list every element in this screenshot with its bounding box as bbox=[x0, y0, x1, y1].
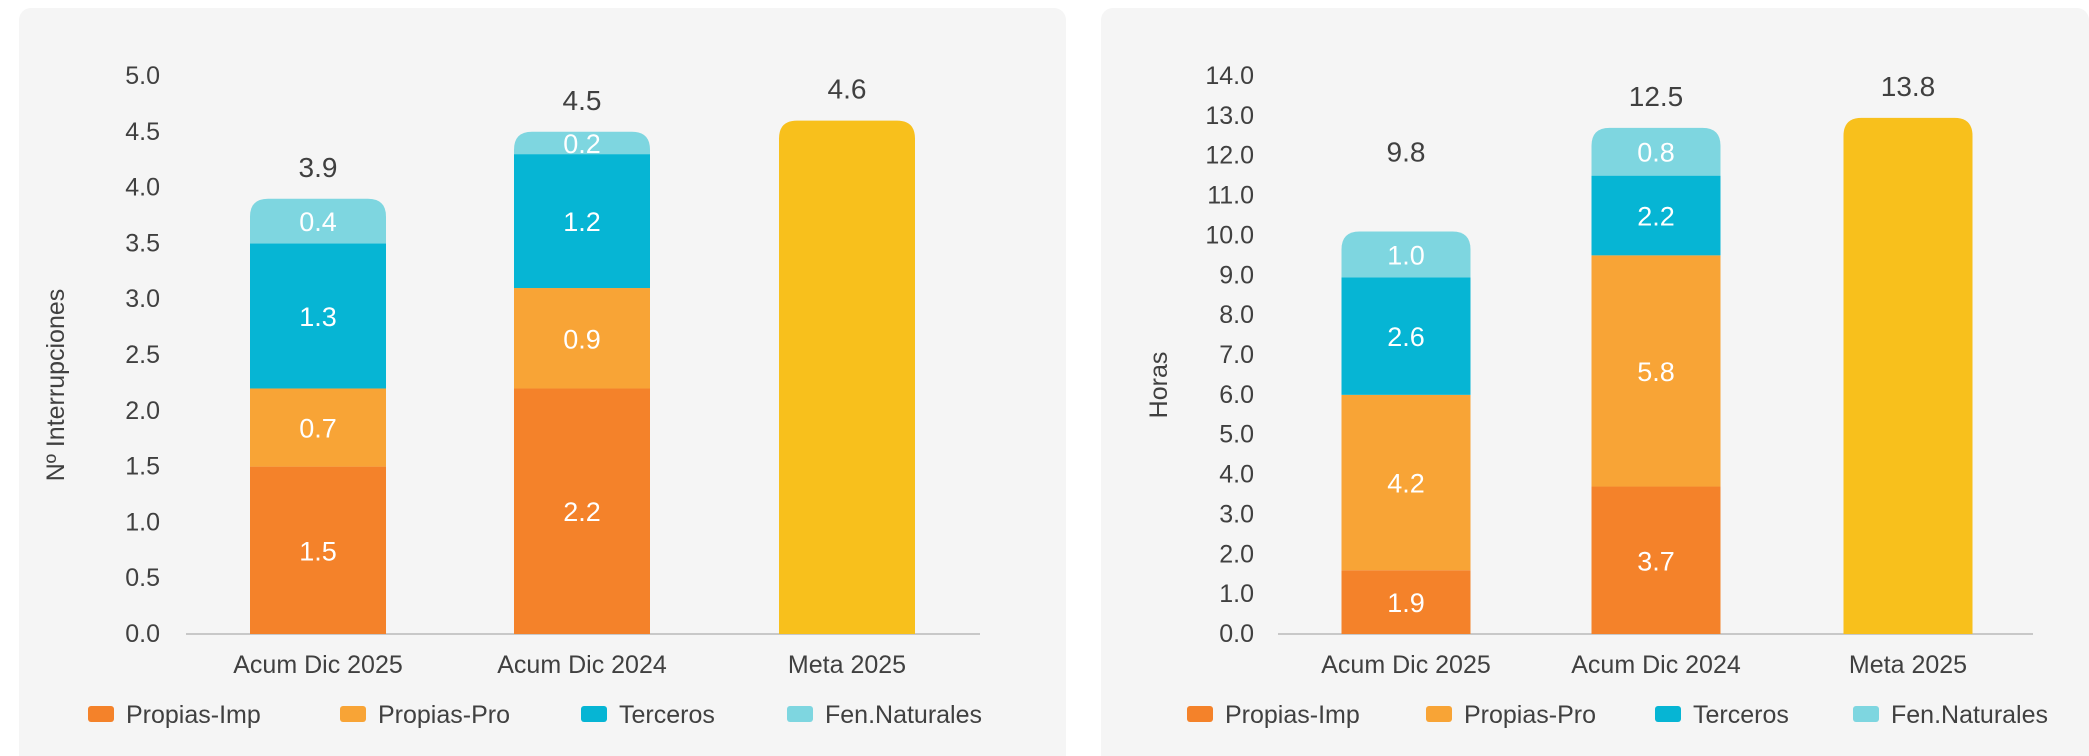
bar-segment bbox=[1341, 394, 1471, 571]
y-tick-label: 1.0 bbox=[125, 508, 160, 536]
segment-data-label: 0.8 bbox=[1637, 138, 1675, 168]
segment-data-label: 1.2 bbox=[563, 207, 601, 237]
x-category-label: Meta 2025 bbox=[788, 651, 906, 679]
total-data-label: 13.8 bbox=[1881, 71, 1936, 102]
y-tick-label: 1.0 bbox=[1219, 580, 1254, 608]
y-tick-label: 2.5 bbox=[125, 341, 160, 369]
y-tick-label: 5.0 bbox=[1219, 421, 1254, 449]
x-category-label: Acum Dic 2024 bbox=[1571, 651, 1741, 679]
y-tick-label: 2.0 bbox=[1219, 540, 1254, 568]
legend-label: Propias-Pro bbox=[1464, 701, 1596, 729]
y-tick-label: 0.0 bbox=[125, 620, 160, 648]
y-tick-label: 3.0 bbox=[125, 285, 160, 313]
y-tick-label: 3.0 bbox=[1219, 500, 1254, 528]
legend-swatch bbox=[88, 706, 114, 722]
y-tick-label: 3.5 bbox=[125, 229, 160, 257]
segment-data-label: 3.7 bbox=[1637, 546, 1675, 576]
x-category-label: Acum Dic 2025 bbox=[233, 651, 403, 679]
bar-segment bbox=[1591, 255, 1721, 487]
segment-data-label: 2.2 bbox=[1637, 202, 1675, 232]
meta-bar bbox=[1843, 117, 1973, 635]
y-tick-label: 11.0 bbox=[1207, 182, 1254, 210]
legend-label: Fen.Naturales bbox=[1891, 701, 2048, 729]
bar-segment bbox=[514, 131, 650, 155]
bar-segment bbox=[1591, 175, 1721, 256]
total-data-label: 3.9 bbox=[299, 152, 338, 183]
bar-segment bbox=[514, 288, 650, 389]
legend-label: Terceros bbox=[619, 701, 715, 729]
y-tick-label: 9.0 bbox=[1219, 261, 1254, 289]
y-tick-label: 14.0 bbox=[1205, 62, 1254, 90]
y-tick-label: 10.0 bbox=[1205, 221, 1254, 249]
y-axis-title: Horas bbox=[1145, 352, 1173, 419]
legend-swatch bbox=[340, 706, 366, 722]
segment-data-label: 1.3 bbox=[299, 302, 337, 332]
total-data-label: 4.5 bbox=[563, 85, 602, 116]
segment-data-label: 2.2 bbox=[563, 497, 601, 527]
legend-swatch bbox=[1426, 706, 1452, 722]
segment-data-label: 5.8 bbox=[1637, 357, 1675, 387]
bar-segment bbox=[1341, 570, 1471, 634]
bar-segment bbox=[1341, 277, 1471, 395]
y-tick-label: 12.0 bbox=[1205, 142, 1254, 170]
segment-data-label: 1.0 bbox=[1387, 240, 1425, 270]
x-category-label: Acum Dic 2025 bbox=[1321, 651, 1491, 679]
bar-segment bbox=[250, 388, 386, 467]
bar-segment bbox=[250, 243, 386, 389]
y-tick-label: 5.0 bbox=[125, 62, 160, 90]
y-tick-label: 4.5 bbox=[125, 118, 160, 146]
segment-data-label: 0.2 bbox=[563, 129, 601, 159]
x-category-label: Meta 2025 bbox=[1849, 651, 1967, 679]
segment-data-label: 0.7 bbox=[299, 414, 337, 444]
bar-segment bbox=[1341, 231, 1471, 278]
segment-data-label: 1.9 bbox=[1387, 588, 1425, 618]
legend-swatch bbox=[581, 706, 607, 722]
y-tick-label: 7.0 bbox=[1219, 341, 1254, 369]
legend-label: Propias-Imp bbox=[126, 701, 261, 729]
bar-segment bbox=[514, 154, 650, 289]
total-data-label: 9.8 bbox=[1387, 136, 1426, 167]
bar-segment bbox=[514, 388, 650, 634]
y-tick-label: 8.0 bbox=[1219, 301, 1254, 329]
y-tick-label: 13.0 bbox=[1205, 102, 1254, 130]
y-tick-label: 1.5 bbox=[125, 453, 160, 481]
y-tick-label: 0.0 bbox=[1219, 620, 1254, 648]
bar-segment bbox=[1591, 486, 1721, 634]
legend-swatch bbox=[1853, 706, 1879, 722]
segment-data-label: 0.4 bbox=[299, 207, 337, 237]
y-axis-title: Nº Interrupciones bbox=[42, 289, 70, 482]
segment-data-label: 2.6 bbox=[1387, 322, 1425, 352]
y-tick-label: 6.0 bbox=[1219, 381, 1254, 409]
bar-segment bbox=[1591, 127, 1721, 176]
bar-segment bbox=[250, 198, 386, 244]
legend-label: Propias-Imp bbox=[1225, 701, 1360, 729]
x-category-label: Acum Dic 2024 bbox=[497, 651, 667, 679]
legend-label: Fen.Naturales bbox=[825, 701, 982, 729]
legend-label: Terceros bbox=[1693, 701, 1789, 729]
bar-segment bbox=[250, 466, 386, 634]
y-tick-label: 4.0 bbox=[1219, 461, 1254, 489]
y-tick-label: 2.0 bbox=[125, 397, 160, 425]
segment-data-label: 4.2 bbox=[1387, 469, 1425, 499]
legend-swatch bbox=[787, 706, 813, 722]
total-data-label: 12.5 bbox=[1629, 81, 1684, 112]
meta-bar bbox=[779, 120, 915, 634]
y-tick-label: 4.0 bbox=[125, 174, 160, 202]
total-data-label: 4.6 bbox=[828, 74, 867, 105]
segment-data-label: 0.9 bbox=[563, 324, 601, 354]
segment-data-label: 1.5 bbox=[299, 536, 337, 566]
y-tick-label: 0.5 bbox=[125, 564, 160, 592]
legend-swatch bbox=[1655, 706, 1681, 722]
legend-label: Propias-Pro bbox=[378, 701, 510, 729]
legend-swatch bbox=[1187, 706, 1213, 722]
